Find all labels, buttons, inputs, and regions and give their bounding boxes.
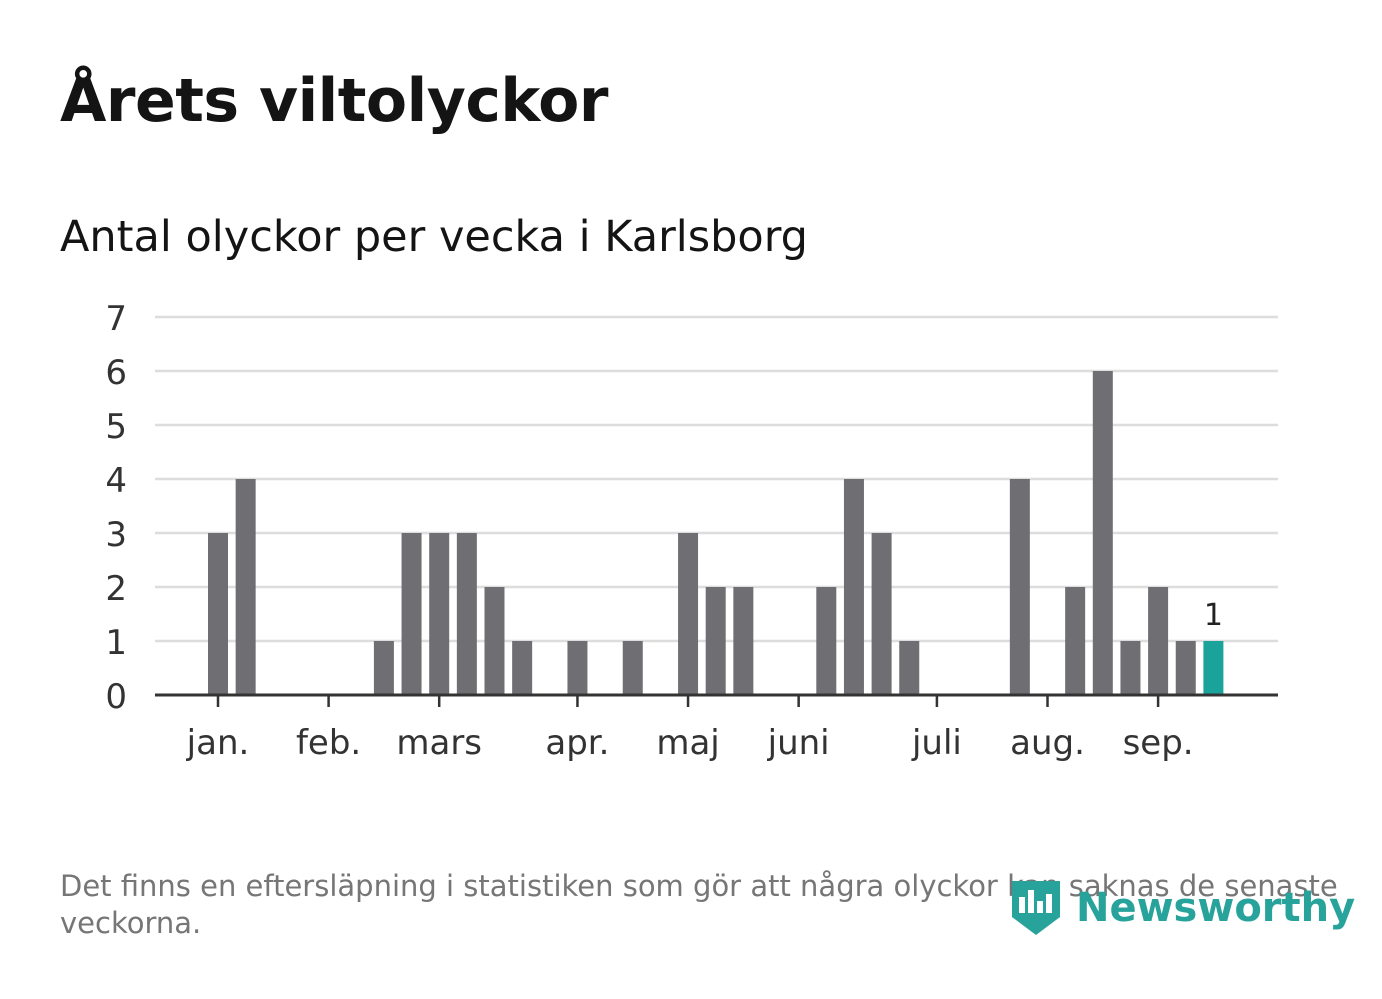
logo-text: Newsworthy	[1076, 885, 1356, 931]
x-tick-label: feb.	[296, 723, 361, 763]
bar	[705, 587, 726, 695]
bar	[373, 641, 394, 695]
bar	[899, 641, 920, 695]
bar-chart-speech-bubble-icon	[1012, 881, 1060, 935]
footnote: Det finns en eftersläpning i statistiken…	[60, 869, 1338, 940]
bar	[1203, 641, 1224, 695]
x-tick-label: sep.	[1123, 723, 1194, 763]
bar	[622, 641, 643, 695]
y-tick-label: 7	[105, 299, 127, 339]
bar	[1092, 371, 1113, 695]
chart-subtitle: Antal olyckor per vecka i Karlsborg	[60, 212, 808, 262]
y-tick-label: 3	[105, 515, 127, 555]
x-tick-label: juli	[911, 723, 962, 763]
y-tick-label: 0	[105, 677, 127, 717]
bar	[1120, 641, 1141, 695]
bar	[429, 533, 450, 695]
bar	[733, 587, 754, 695]
bar	[456, 533, 477, 695]
newsworthy-logo: Newsworthy	[1010, 877, 1355, 939]
y-tick-label: 4	[105, 461, 127, 501]
x-tick-label: jan.	[186, 723, 250, 763]
bar	[1175, 641, 1196, 695]
grid-lines	[155, 315, 1278, 643]
bar	[208, 533, 228, 695]
x-tick-label: maj	[656, 723, 719, 763]
x-tick-label: apr.	[545, 723, 609, 763]
bar	[1009, 479, 1030, 695]
bar	[512, 641, 533, 695]
x-tick-label: aug.	[1010, 723, 1085, 763]
bar	[484, 587, 505, 695]
bar	[235, 479, 256, 695]
x-tick-label: mars	[396, 723, 482, 763]
data-labels: 1	[1204, 598, 1223, 633]
x-axis-ticks: jan. feb. mars apr. maj juni juli aug. sep.	[186, 695, 1194, 763]
y-axis-ticks: 0 1 2 3 4 5 6 7	[105, 299, 127, 717]
bars	[208, 371, 1224, 695]
y-tick-label: 5	[105, 407, 127, 447]
bar	[1065, 587, 1086, 695]
chart-title: Årets viltolyckor	[60, 66, 609, 136]
bar	[401, 533, 422, 695]
y-tick-label: 1	[105, 623, 127, 663]
y-tick-label: 2	[105, 569, 127, 609]
x-tick-label: juni	[767, 723, 830, 763]
y-tick-label: 6	[105, 353, 127, 393]
bar	[871, 533, 892, 695]
bar	[816, 587, 837, 695]
bar	[843, 479, 864, 695]
bar	[1148, 587, 1169, 695]
bar	[678, 533, 699, 695]
bar	[567, 641, 588, 695]
data-label: 1	[1204, 598, 1223, 633]
